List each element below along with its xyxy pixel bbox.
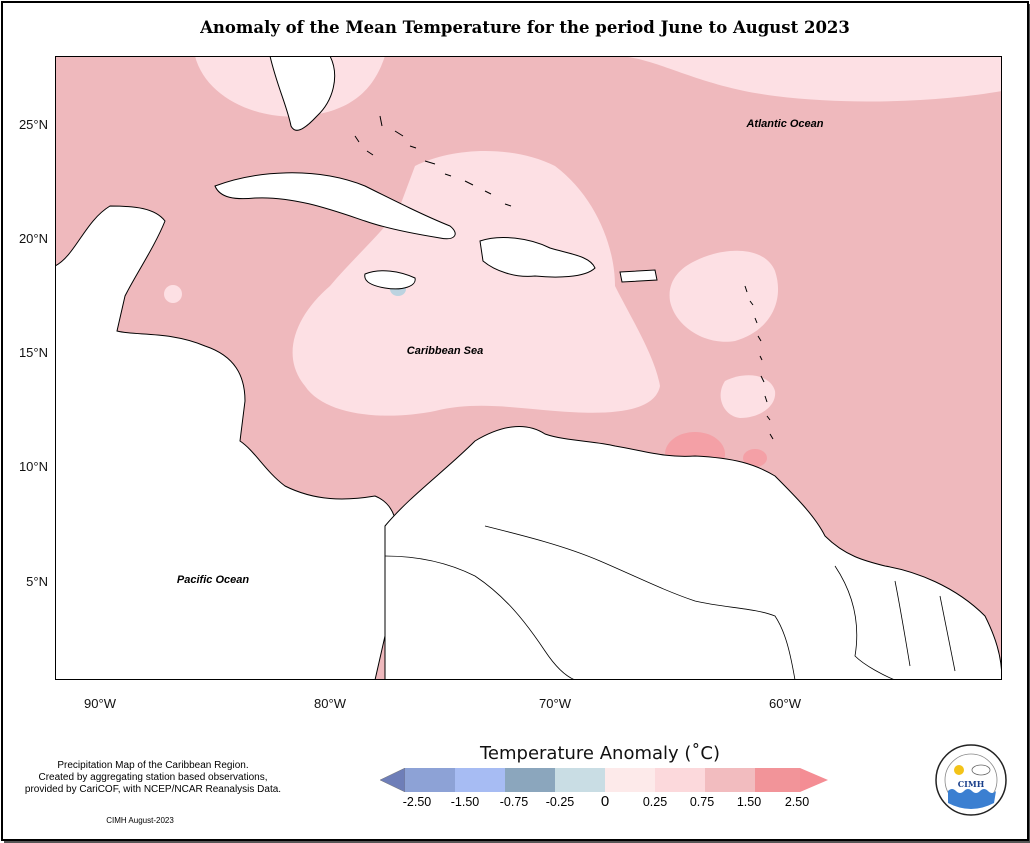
legend-title: Temperature Anomaly (˚C) (479, 743, 721, 764)
legend-tick-1: -1.50 (450, 795, 480, 809)
lon-tick-80w: 80°W (314, 696, 346, 711)
map-border (55, 56, 1002, 680)
legend-tick-0: -2.50 (402, 795, 432, 809)
legend-tick-2: -0.75 (499, 795, 529, 809)
note-line-1: Precipitation Map of the Caribbean Regio… (57, 760, 249, 771)
anomaly-zone-central (292, 151, 660, 416)
lat-tick-15n: 15°N (18, 345, 48, 360)
legend-swatch-7 (705, 768, 755, 792)
land-jamaica (364, 270, 416, 290)
cimh-logo: CIMH (935, 744, 1007, 816)
legend-colorbar (380, 768, 828, 792)
legend-swatch-1 (405, 768, 455, 792)
anomaly-spot-small (164, 285, 182, 303)
lat-tick-10n: 10°N (18, 459, 48, 474)
land-lesser-antilles (744, 285, 774, 440)
land-hispaniola (479, 236, 596, 278)
lat-tick-20n: 20°N (18, 231, 48, 246)
lon-tick-70w: 70°W (539, 696, 571, 711)
map-title: Anomaly of the Mean Temperature for the … (200, 18, 850, 37)
note-line-3: provided by CariCOF, with NCEP/NCAR Rean… (24, 784, 282, 795)
legend-tick-4: 0 (600, 793, 610, 810)
lat-tick-25n: 25°N (18, 117, 48, 132)
border-suriname (894, 580, 911, 667)
land-bahamas (354, 115, 512, 207)
sun-icon (954, 765, 964, 775)
note-credit: CIMH August-2023 (106, 816, 174, 825)
border-colombia (384, 555, 576, 680)
lon-tick-60w: 60°W (769, 696, 801, 711)
legend-tick-7: 1.50 (736, 795, 762, 809)
wave-icon (948, 789, 996, 809)
logo-text: CIMH (958, 779, 985, 789)
label-pacific-ocean: Pacific Ocean (176, 574, 250, 586)
legend-swatch-3 (505, 768, 555, 792)
legend-tick-3: -0.25 (545, 795, 575, 809)
anomaly-zone-antilles (720, 375, 776, 418)
land-puerto-rico (619, 269, 658, 283)
legend-swatch-max (800, 768, 828, 792)
border-guyana (834, 565, 896, 680)
label-caribbean-sea: Caribbean Sea (406, 345, 484, 357)
legend-swatch-6 (655, 768, 705, 792)
anomaly-zone-north (195, 56, 1002, 102)
cloud-icon (971, 764, 991, 776)
land-south-america (384, 426, 1002, 680)
border-french-guiana (939, 595, 956, 672)
legend-swatch-4 (555, 768, 605, 792)
border-venezuela (484, 525, 796, 680)
land-florida (269, 56, 336, 131)
legend-swatch-min (380, 768, 406, 792)
anomaly-spot-warm-3 (743, 449, 767, 467)
anomaly-zone-east (669, 250, 779, 342)
land-central-america (55, 205, 398, 680)
lon-tick-90w: 90°W (84, 696, 116, 711)
note-line-2: Created by aggregating station based obs… (38, 772, 268, 783)
label-atlantic-ocean: Atlantic Ocean (746, 118, 824, 130)
legend-swatch-8 (755, 768, 800, 792)
legend-tick-6: 0.75 (689, 795, 715, 809)
legend-tick-5: 0.25 (642, 795, 668, 809)
legend-tick-8: 2.50 (784, 795, 810, 809)
legend-swatch-2 (455, 768, 505, 792)
legend-swatch-5 (605, 768, 655, 792)
anomaly-map (55, 56, 1002, 680)
lat-tick-5n: 5°N (26, 574, 48, 589)
land-cuba (214, 172, 456, 240)
